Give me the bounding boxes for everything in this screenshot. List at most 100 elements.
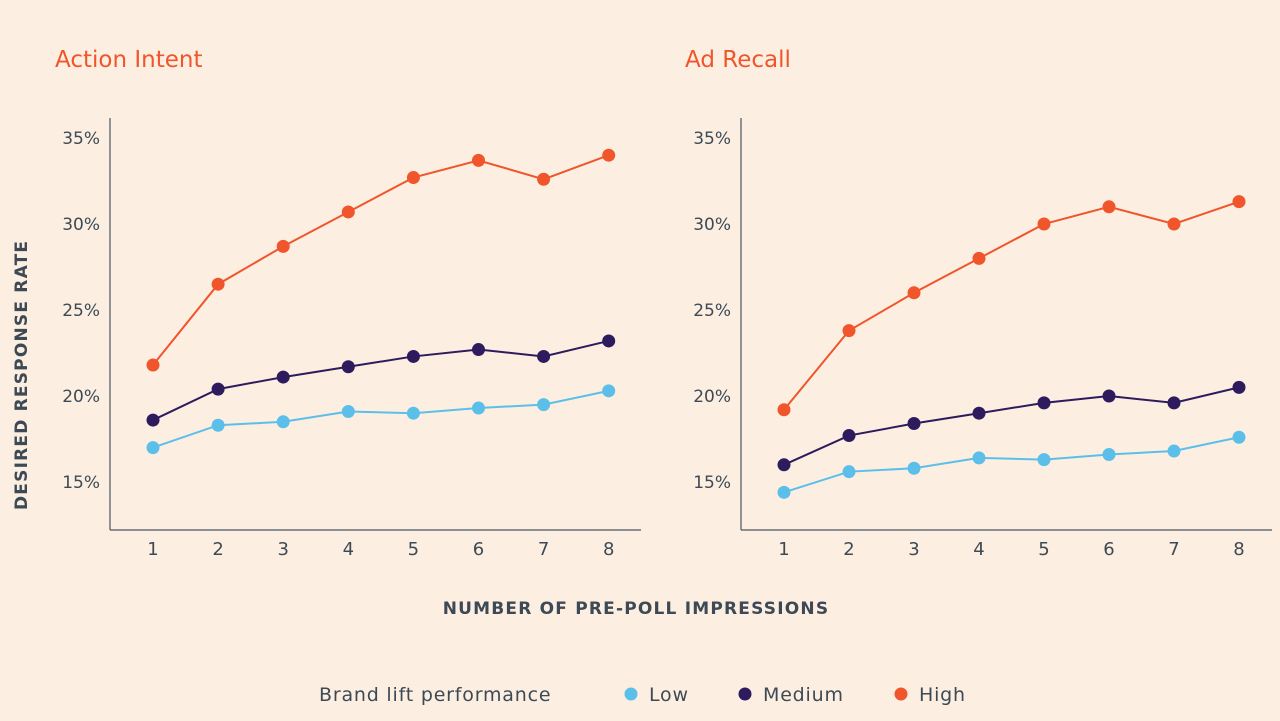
legend-title: Brand lift performance xyxy=(319,684,551,706)
x-tick-label: 4 xyxy=(343,539,354,560)
series-line-high xyxy=(783,200,1240,411)
data-point-medium xyxy=(341,360,355,374)
chart-title: Action Intent xyxy=(55,47,202,73)
data-point-low xyxy=(1102,447,1116,461)
y-tick-label: 15% xyxy=(693,473,731,493)
legend-label-low: Low xyxy=(649,684,689,706)
y-tick-label: 30% xyxy=(62,215,100,235)
data-point-low xyxy=(211,418,225,432)
series-layer xyxy=(777,195,1246,499)
data-point-medium xyxy=(972,406,986,420)
data-point-high xyxy=(1232,195,1246,209)
data-point-high xyxy=(537,172,551,186)
chart-panel-ad-recall: Ad Recall 15% 20% 25% 30% 35% 1 2 3 4 5 6 7 8 xyxy=(685,47,1272,560)
legend: Brand lift performance Low Medium High xyxy=(319,684,966,706)
series-line-medium xyxy=(783,386,1240,466)
x-tick-label: 6 xyxy=(1103,539,1114,560)
data-point-low xyxy=(907,461,921,475)
x-tick-label: 2 xyxy=(212,539,223,560)
x-tick-label: 1 xyxy=(147,539,158,560)
chart-panel-action-intent: Action Intent 15% 20% 25% 30% 35% 1 2 3 4 5 6 7 8 xyxy=(55,47,641,560)
data-point-low xyxy=(777,485,791,499)
series-medium xyxy=(777,380,1246,472)
x-tick-label: 1 xyxy=(778,539,789,560)
x-tick-label: 3 xyxy=(908,539,919,560)
data-point-low xyxy=(406,406,420,420)
y-tick-label: 25% xyxy=(693,301,731,321)
data-point-high xyxy=(1037,217,1051,231)
data-point-low xyxy=(602,384,616,398)
data-point-medium xyxy=(211,382,225,396)
data-point-high xyxy=(907,286,921,300)
data-point-low xyxy=(146,441,160,455)
data-point-medium xyxy=(907,417,921,431)
data-point-medium xyxy=(1167,396,1181,410)
data-point-high xyxy=(842,324,856,338)
data-point-high xyxy=(602,148,616,162)
data-point-low xyxy=(972,451,986,465)
legend-label-high: High xyxy=(919,684,966,706)
data-point-medium xyxy=(1037,396,1051,410)
x-tick-label: 5 xyxy=(408,539,419,560)
data-point-high xyxy=(777,403,791,417)
data-point-low xyxy=(842,465,856,479)
data-point-high xyxy=(1102,200,1116,214)
y-tick-labels: 15% 20% 25% 30% 35% xyxy=(62,129,100,493)
data-point-medium xyxy=(777,458,791,472)
y-tick-label: 35% xyxy=(693,129,731,149)
series-line-low xyxy=(783,436,1240,494)
data-point-low xyxy=(472,401,485,415)
legend-label-medium: Medium xyxy=(763,684,844,706)
x-tick-label: 5 xyxy=(1038,539,1049,560)
data-point-high xyxy=(472,153,485,167)
legend-swatch-medium xyxy=(738,687,752,701)
data-point-low xyxy=(1167,444,1181,458)
series-line-low xyxy=(152,389,609,449)
x-tick-label: 8 xyxy=(1233,539,1244,560)
data-point-medium xyxy=(842,429,856,443)
data-point-medium xyxy=(406,349,420,363)
data-point-high xyxy=(146,358,160,372)
data-point-low xyxy=(1037,453,1051,467)
series-high xyxy=(146,148,616,372)
x-tick-label: 7 xyxy=(1168,539,1179,560)
data-point-high xyxy=(972,251,986,265)
data-point-medium xyxy=(602,334,616,348)
x-tick-label: 6 xyxy=(473,539,484,560)
series-high xyxy=(777,195,1246,417)
legend-swatch-low xyxy=(624,687,638,701)
data-point-low xyxy=(1232,430,1246,444)
x-tick-label: 2 xyxy=(843,539,854,560)
y-tick-label: 35% xyxy=(62,129,100,149)
x-tick-label: 4 xyxy=(973,539,984,560)
y-tick-label: 30% xyxy=(693,215,731,235)
y-tick-label: 20% xyxy=(693,387,731,407)
x-tick-label: 3 xyxy=(277,539,288,560)
data-point-low xyxy=(341,404,355,418)
data-point-medium xyxy=(276,370,290,384)
x-tick-label: 7 xyxy=(538,539,549,560)
chart-title: Ad Recall xyxy=(685,47,791,73)
data-point-high xyxy=(211,277,225,291)
data-point-high xyxy=(1167,217,1181,231)
y-tick-label: 20% xyxy=(62,387,100,407)
data-point-medium xyxy=(1102,389,1116,403)
y-tick-labels: 15% 20% 25% 30% 35% xyxy=(693,129,731,493)
legend-swatch-high xyxy=(894,687,908,701)
data-point-high xyxy=(406,171,420,185)
data-point-medium xyxy=(537,349,551,363)
x-axis-title: NUMBER OF PRE-POLL IMPRESSIONS xyxy=(443,599,830,619)
data-point-medium xyxy=(1232,380,1246,394)
x-tick-labels: 1 2 3 4 5 6 7 8 xyxy=(778,539,1244,560)
data-point-low xyxy=(276,415,290,429)
series-line-medium xyxy=(152,339,609,421)
y-axis-title: DESIRED RESPONSE RATE xyxy=(12,240,32,510)
series-low xyxy=(146,384,616,455)
y-tick-label: 15% xyxy=(62,473,100,493)
data-point-medium xyxy=(146,413,160,427)
data-point-low xyxy=(537,398,551,412)
x-tick-labels: 1 2 3 4 5 6 7 8 xyxy=(147,539,614,560)
data-point-high xyxy=(276,239,290,253)
data-point-high xyxy=(341,205,355,219)
